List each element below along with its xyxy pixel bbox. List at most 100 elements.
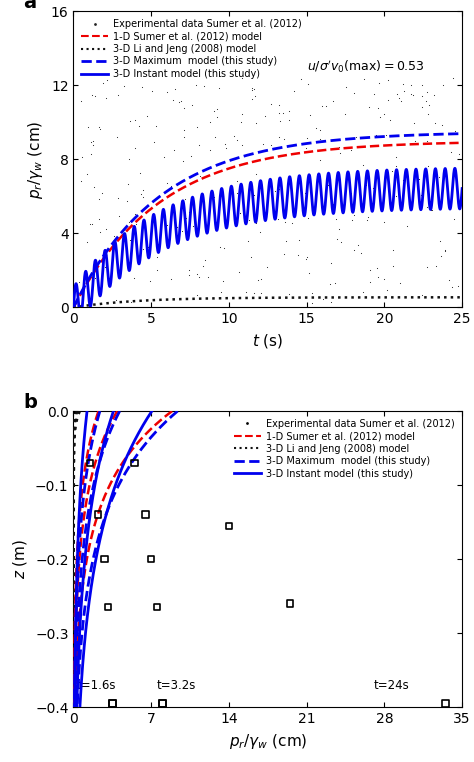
Point [380, 108, 388, 120]
Point [97, 123, 104, 136]
Point [131, 456, 138, 469]
Point [351, 87, 358, 99]
Point [312, 121, 319, 133]
Point [193, 121, 201, 133]
Point [252, 168, 259, 180]
Point [204, 271, 211, 283]
Point [400, 78, 407, 91]
Point [109, 697, 116, 709]
Point [112, 294, 120, 306]
Point [163, 177, 170, 189]
Point [328, 257, 335, 269]
Point [206, 144, 214, 156]
Point [219, 275, 227, 287]
Point [352, 131, 360, 143]
Point [248, 93, 255, 105]
Point [285, 104, 293, 117]
Point [267, 139, 274, 151]
Point [192, 79, 200, 91]
Point [359, 159, 366, 171]
Point [147, 553, 155, 565]
Point [316, 154, 323, 166]
Point [439, 79, 447, 91]
Point [90, 139, 97, 151]
Point [217, 70, 224, 82]
Point [185, 264, 193, 276]
Point [436, 235, 444, 247]
Point [144, 241, 152, 253]
Point [248, 82, 255, 94]
Text: a: a [23, 0, 36, 12]
Point [247, 251, 255, 264]
Point [327, 296, 334, 309]
Point [109, 697, 116, 709]
Point [237, 207, 244, 219]
Point [418, 101, 425, 114]
Point [193, 289, 201, 301]
Point [238, 72, 246, 84]
Point [261, 110, 268, 122]
Point [285, 288, 292, 300]
Point [276, 183, 283, 195]
Point [196, 169, 204, 181]
Text: t=1.6s: t=1.6s [77, 679, 116, 692]
Point [210, 190, 218, 203]
Point [234, 187, 241, 199]
Point [195, 271, 202, 283]
Point [121, 80, 128, 92]
Point [308, 296, 315, 309]
Point [254, 274, 262, 286]
Point [370, 182, 377, 194]
Text: $u/\sigma'v_0(\mathrm{max}){=}0.53$: $u/\sigma'v_0(\mathrm{max}){=}0.53$ [307, 58, 425, 75]
Point [366, 264, 374, 277]
Point [383, 284, 391, 296]
Point [425, 99, 433, 111]
Point [158, 697, 166, 709]
Point [86, 217, 94, 229]
Point [331, 277, 339, 289]
Point [199, 260, 207, 272]
Point [148, 85, 156, 97]
Point [101, 261, 109, 274]
Point [410, 89, 417, 101]
Point [225, 520, 233, 532]
X-axis label: $p_r/\gamma_w$ (cm): $p_r/\gamma_w$ (cm) [228, 732, 307, 751]
Point [258, 287, 265, 299]
Point [102, 223, 109, 235]
Point [407, 88, 415, 101]
Point [282, 235, 290, 248]
Point [372, 129, 380, 141]
Point [260, 138, 267, 150]
Point [316, 133, 324, 145]
Point [230, 130, 237, 142]
Point [104, 73, 111, 85]
Point [182, 212, 190, 224]
Point [234, 134, 241, 146]
Point [257, 273, 264, 285]
Point [176, 95, 183, 107]
Point [84, 120, 91, 133]
Point [319, 293, 327, 305]
Point [152, 120, 160, 132]
Point [403, 219, 411, 232]
Point [280, 248, 287, 261]
Point [333, 183, 340, 195]
Point [113, 131, 120, 143]
Point [438, 119, 445, 131]
Point [285, 114, 293, 126]
Point [213, 110, 220, 123]
Point [83, 168, 91, 181]
Point [303, 132, 310, 144]
Point [88, 218, 96, 230]
Point [427, 203, 435, 216]
Point [374, 271, 382, 283]
Point [243, 286, 250, 298]
Point [410, 117, 418, 130]
Point [252, 216, 260, 229]
Point [357, 247, 365, 259]
Point [365, 101, 373, 114]
Point [337, 235, 345, 248]
Point [364, 165, 371, 177]
Point [164, 189, 172, 201]
Point [94, 508, 102, 520]
